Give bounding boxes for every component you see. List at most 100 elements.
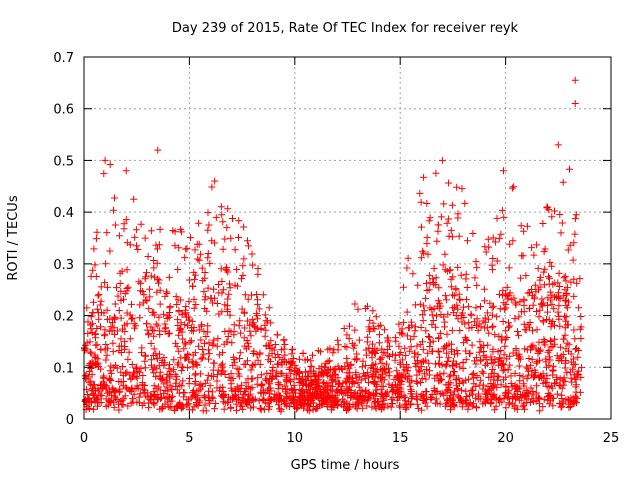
data-point — [446, 266, 454, 274]
data-point — [235, 217, 243, 225]
data-point — [161, 320, 169, 328]
data-point — [133, 363, 141, 371]
data-point — [164, 403, 172, 411]
data-point — [163, 393, 171, 401]
data-point — [567, 278, 575, 286]
data-point — [354, 305, 362, 313]
data-point — [348, 393, 356, 401]
data-point — [382, 391, 390, 399]
data-point — [506, 322, 514, 330]
data-point — [309, 351, 316, 359]
data-point — [226, 311, 234, 319]
data-point — [296, 392, 304, 400]
data-point — [570, 292, 578, 300]
data-point — [191, 275, 198, 283]
data-point — [184, 350, 192, 358]
data-point — [559, 178, 567, 186]
data-point — [457, 311, 465, 319]
data-point — [299, 350, 307, 358]
data-point — [491, 355, 499, 363]
data-point — [153, 259, 161, 267]
data-point — [465, 375, 473, 383]
data-point — [545, 400, 553, 408]
data-point — [119, 363, 127, 370]
data-point — [95, 315, 103, 323]
data-point — [454, 315, 462, 323]
data-point — [423, 200, 431, 207]
data-point — [411, 301, 419, 309]
data-point — [104, 315, 111, 323]
data-point — [398, 377, 406, 385]
data-point — [527, 384, 535, 392]
data-point — [289, 355, 297, 362]
data-point — [565, 404, 573, 411]
data-point — [407, 343, 415, 351]
data-point — [210, 373, 218, 380]
data-point — [308, 379, 316, 387]
data-point — [242, 345, 250, 353]
data-point — [528, 395, 536, 403]
data-point — [296, 386, 304, 394]
data-point — [111, 388, 119, 396]
data-point — [403, 332, 411, 340]
data-point — [384, 402, 392, 410]
data-point — [90, 391, 98, 399]
data-point — [377, 321, 385, 329]
data-point — [166, 303, 174, 310]
data-point — [180, 345, 188, 353]
data-point — [267, 370, 275, 378]
data-point — [570, 275, 578, 283]
data-point — [429, 347, 437, 355]
data-point — [421, 370, 429, 378]
data-point — [264, 386, 272, 394]
data-point — [477, 303, 484, 310]
data-point — [343, 387, 351, 395]
data-point — [434, 227, 442, 235]
data-point — [472, 382, 480, 390]
data-point — [122, 216, 130, 224]
data-point — [481, 398, 489, 406]
data-point — [162, 288, 170, 296]
data-point — [233, 406, 240, 414]
data-point — [511, 393, 519, 400]
data-point — [473, 403, 480, 411]
data-point — [363, 351, 370, 359]
data-point — [204, 226, 212, 234]
data-point — [169, 227, 177, 234]
data-point — [430, 264, 438, 272]
data-point — [112, 387, 120, 394]
data-point — [401, 397, 409, 405]
data-point — [471, 357, 478, 365]
data-point — [233, 266, 241, 273]
data-point — [545, 273, 552, 281]
data-point — [121, 321, 129, 329]
data-point — [561, 331, 569, 339]
data-point — [204, 328, 212, 336]
data-point — [200, 391, 208, 399]
data-point — [239, 390, 247, 398]
data-point — [400, 283, 407, 291]
data-point — [558, 219, 566, 227]
data-point — [100, 374, 108, 382]
data-point — [213, 371, 221, 379]
data-point — [201, 296, 209, 304]
data-point — [416, 189, 424, 197]
data-point — [534, 349, 542, 357]
data-point — [126, 335, 134, 343]
data-point — [99, 374, 107, 382]
data-point — [368, 362, 376, 369]
data-point — [448, 362, 456, 369]
data-point — [227, 370, 235, 378]
plot-frame — [83, 56, 612, 420]
data-point — [391, 356, 399, 364]
data-point — [426, 272, 434, 280]
data-point — [195, 387, 203, 395]
data-point — [438, 156, 446, 164]
data-point — [211, 405, 218, 413]
data-point — [102, 341, 110, 348]
data-point — [462, 275, 470, 283]
data-point — [252, 324, 260, 332]
data-point — [224, 205, 232, 213]
data-point — [546, 258, 554, 266]
y-tick-label: 0.1 — [53, 361, 74, 376]
